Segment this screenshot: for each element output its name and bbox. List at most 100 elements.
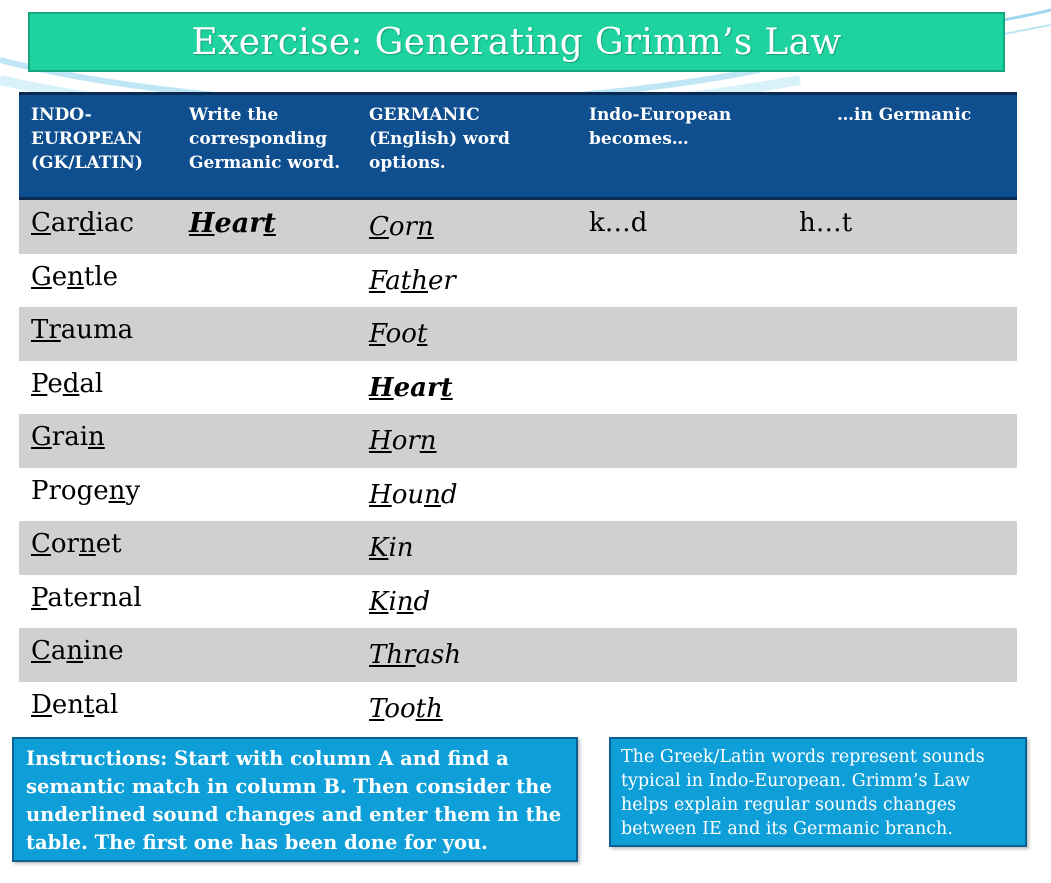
- indo-european-word: Progeny: [31, 476, 140, 506]
- word-part: al: [79, 368, 104, 399]
- word-part: auma: [60, 315, 134, 345]
- word-part: in: [388, 533, 414, 563]
- table-row: Cardiac Heart Corn k…d h…t: [19, 200, 1017, 254]
- in-germanic-cell[interactable]: h…t: [799, 208, 853, 238]
- word-part: Proge: [31, 475, 109, 506]
- underlined-sound: t: [416, 319, 428, 349]
- germanic-option-word: Tooth: [369, 694, 443, 724]
- underlined-sound: t: [263, 208, 276, 239]
- table-row: Trauma Foot: [19, 307, 1017, 361]
- underlined-sound: th: [400, 265, 428, 296]
- word-part: or: [388, 212, 417, 242]
- word-part: e: [51, 261, 68, 292]
- word-part: y: [125, 475, 141, 506]
- word-part: a: [385, 265, 401, 296]
- word-part: e: [47, 368, 63, 399]
- underlined-sound: th: [415, 693, 443, 724]
- table-row: Paternal Kind: [19, 575, 1017, 629]
- underlined-sound: C: [31, 636, 51, 666]
- word-part: rai: [51, 422, 89, 452]
- indo-european-word: Trauma: [31, 315, 133, 345]
- indo-european-word: Gentle: [31, 262, 118, 292]
- underlined-sound: H: [369, 372, 394, 403]
- word-part: aternal: [47, 582, 142, 613]
- underlined-sound: n: [396, 586, 414, 617]
- underlined-sound: H: [369, 426, 392, 456]
- word-part: en: [51, 689, 84, 720]
- underlined-sound: D: [31, 689, 52, 720]
- table-row: Cornet Kin: [19, 521, 1017, 575]
- word-part: al: [94, 689, 119, 720]
- slide-title: Exercise: Generating Grimm’s Law: [28, 12, 1005, 72]
- underlined-sound: G: [31, 422, 52, 452]
- underlined-sound: F: [369, 319, 386, 349]
- underlined-sound: G: [31, 261, 52, 292]
- underlined-sound: n: [417, 212, 434, 242]
- underlined-sound: C: [369, 212, 389, 242]
- word-part: tle: [83, 261, 119, 292]
- word-part: ou: [391, 479, 425, 510]
- germanic-answer-cell[interactable]: Heart: [189, 208, 276, 239]
- word-part: ear: [393, 372, 441, 403]
- germanic-option-word: Heart: [369, 373, 453, 403]
- indo-european-word: Dental: [31, 690, 118, 720]
- indo-european-word: Paternal: [31, 583, 142, 613]
- table-row: Canine Thrash: [19, 628, 1017, 682]
- underlined-sound: d: [78, 208, 96, 238]
- table-row: Grain Horn: [19, 414, 1017, 468]
- germanic-option-word: Kin: [369, 533, 414, 563]
- indo-european-word: Pedal: [31, 369, 103, 399]
- underlined-sound: K: [369, 586, 389, 617]
- word-part: d: [440, 479, 458, 510]
- underlined-sound: t: [440, 372, 453, 403]
- header-in-germanic: …in Germanic: [837, 105, 972, 125]
- word-part: oo: [384, 693, 416, 724]
- underlined-sound: n: [424, 479, 441, 510]
- underlined-sound: n: [108, 475, 126, 506]
- underlined-sound: n: [79, 529, 96, 559]
- underlined-sound: Thr: [369, 640, 416, 670]
- underlined-sound: C: [31, 208, 51, 238]
- table-row: Pedal Heart: [19, 361, 1017, 415]
- word-part: ar: [50, 208, 79, 238]
- word-part: or: [391, 426, 420, 456]
- word-part: i: [388, 586, 397, 617]
- underlined-sound: H: [189, 208, 215, 239]
- word-part: iac: [95, 208, 134, 238]
- underlined-sound: d: [62, 368, 80, 399]
- grimm-table: INDO- EUROPEAN (GK/LATIN) Write the corr…: [19, 92, 1017, 735]
- note-box: The Greek/Latin words represent sounds t…: [609, 737, 1027, 847]
- table-row: Gentle Father: [19, 254, 1017, 308]
- indo-european-word: Grain: [31, 422, 105, 452]
- underlined-sound: K: [369, 533, 389, 563]
- word-part: d: [413, 586, 431, 617]
- word-part: a: [50, 636, 67, 666]
- germanic-option-word: Thrash: [369, 640, 461, 670]
- underlined-sound: t: [84, 689, 95, 720]
- indo-european-word: Cornet: [31, 529, 122, 559]
- germanic-option-word: Foot: [369, 319, 427, 349]
- word-part: or: [50, 529, 79, 559]
- underlined-sound: F: [369, 265, 386, 296]
- table-body: Cardiac Heart Corn k…d h…t Gentle Father Trauma…: [19, 200, 1017, 735]
- indo-european-word: Canine: [31, 636, 124, 666]
- underlined-sound: n: [419, 426, 437, 456]
- underlined-sound: H: [369, 479, 392, 510]
- underlined-sound: Tr: [31, 315, 61, 345]
- underlined-sound: n: [88, 422, 105, 452]
- underlined-sound: P: [31, 582, 48, 613]
- underlined-sound: C: [31, 529, 51, 559]
- word-part: ine: [83, 636, 124, 666]
- germanic-option-word: Father: [369, 266, 456, 296]
- table-row: Dental Tooth: [19, 682, 1017, 736]
- word-part: oo: [385, 319, 417, 349]
- germanic-option-word: Kind: [369, 587, 430, 617]
- germanic-option-word: Corn: [369, 212, 434, 242]
- indo-european-word: Cardiac: [31, 208, 134, 238]
- table-row: Progeny Hound: [19, 468, 1017, 522]
- header-germanic-options: GERMANIC (English) word options.: [369, 105, 510, 173]
- word-part: et: [95, 529, 122, 559]
- header-write-germanic: Write the corresponding Germanic word.: [189, 105, 341, 173]
- germanic-option-word: Horn: [369, 426, 437, 456]
- ie-becomes-cell[interactable]: k…d: [589, 208, 648, 238]
